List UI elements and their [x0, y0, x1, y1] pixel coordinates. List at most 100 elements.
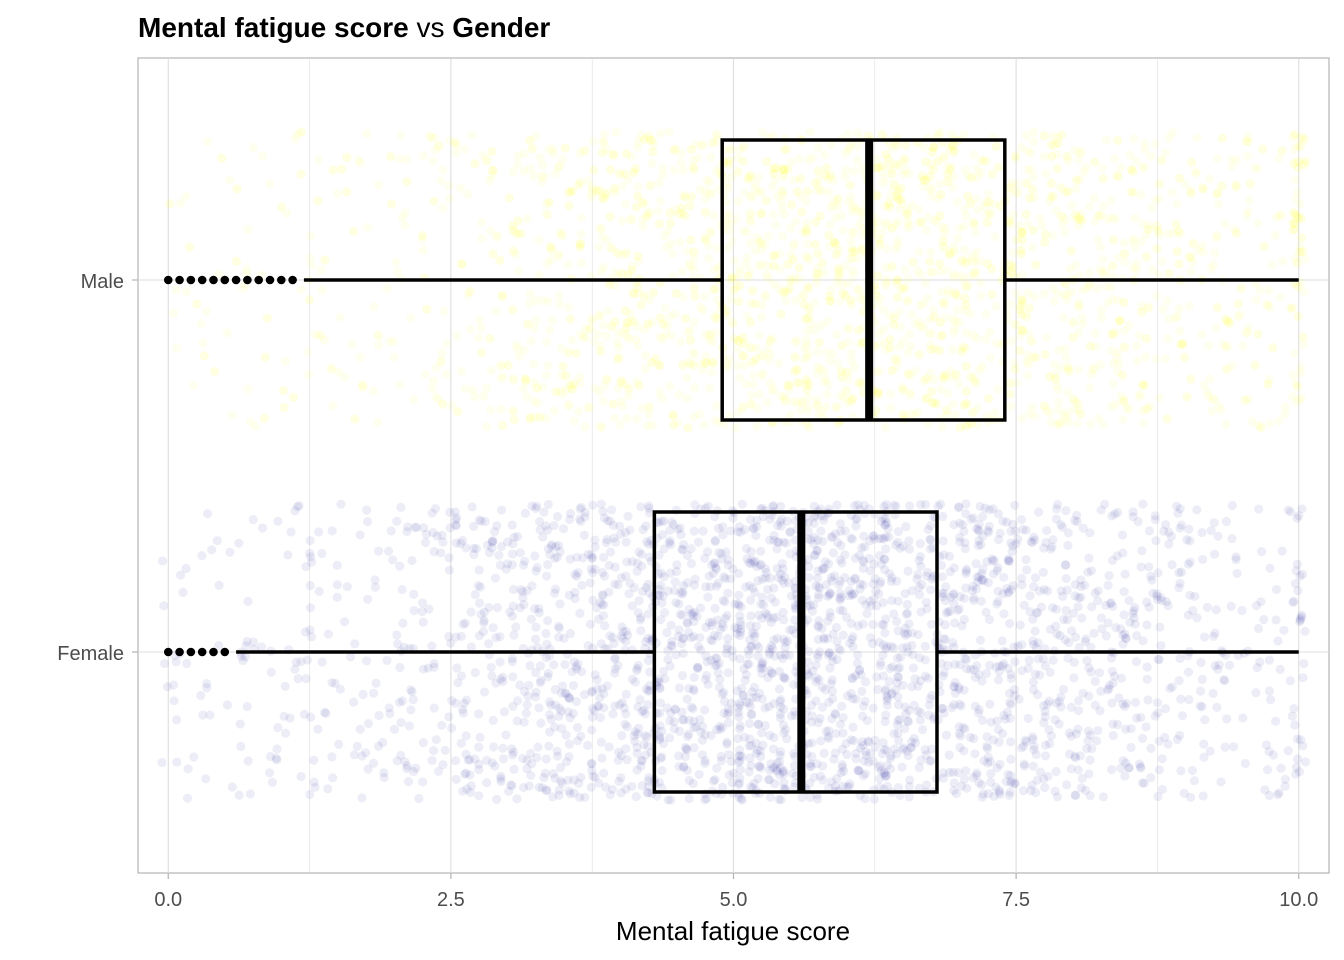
jitter-point	[1137, 778, 1148, 788]
jitter-point	[745, 701, 755, 712]
jitter-point	[961, 583, 971, 593]
jitter-point	[600, 621, 610, 631]
jitter-point	[868, 579, 878, 589]
jitter-point	[588, 136, 598, 146]
jitter-point	[903, 223, 913, 233]
jitter-point	[666, 539, 676, 550]
jitter-point	[1153, 568, 1163, 578]
jitter-point	[1005, 618, 1015, 629]
jitter-point	[819, 634, 829, 644]
jitter-point	[921, 750, 931, 760]
jitter-point	[967, 585, 977, 595]
jitter-point	[954, 604, 964, 614]
jitter-point	[469, 543, 479, 553]
jitter-point	[948, 590, 958, 600]
jitter-point	[266, 667, 276, 677]
jitter-point	[880, 767, 890, 778]
jitter-point	[1073, 705, 1084, 716]
jitter-point	[823, 650, 833, 660]
jitter-point	[880, 716, 890, 727]
jitter-point	[236, 651, 246, 661]
jitter-point	[1028, 172, 1038, 182]
jitter-point	[257, 523, 268, 533]
jitter-point	[903, 750, 913, 761]
jitter-point	[768, 613, 779, 623]
jitter-point	[1190, 591, 1200, 601]
jitter-point	[577, 258, 587, 268]
jitter-point	[598, 768, 609, 778]
jitter-point	[954, 722, 964, 732]
jitter-point	[887, 662, 898, 672]
jitter-point	[689, 607, 700, 617]
jitter-point	[984, 521, 994, 531]
jitter-point	[1052, 792, 1063, 802]
jitter-point	[1238, 341, 1248, 351]
jitter-point	[521, 708, 531, 718]
jitter-point	[842, 749, 852, 760]
jitter-point	[403, 776, 414, 787]
jitter-point	[1197, 241, 1207, 251]
jitter-point	[747, 709, 757, 719]
jitter-point	[746, 191, 757, 202]
jitter-point	[621, 689, 631, 699]
jitter-point	[1023, 359, 1033, 369]
jitter-point	[1099, 499, 1110, 509]
jitter-point	[436, 356, 446, 367]
jitter-point	[887, 595, 897, 606]
jitter-point	[1137, 307, 1147, 317]
jitter-point	[735, 616, 745, 627]
jitter-point	[1041, 168, 1051, 179]
jitter-point	[659, 666, 669, 676]
jitter-point	[1231, 552, 1241, 562]
jitter-point	[665, 381, 675, 391]
jitter-point	[616, 631, 626, 641]
jitter-point	[1163, 739, 1173, 749]
jitter-point	[779, 171, 789, 181]
jitter-point	[771, 612, 781, 622]
jitter-point	[1163, 334, 1173, 344]
jitter-point	[608, 520, 619, 530]
jitter-point	[700, 553, 710, 563]
jitter-point	[955, 742, 965, 753]
jitter-point	[1124, 320, 1134, 330]
jitter-point	[741, 670, 751, 680]
jitter-point	[954, 503, 964, 513]
jitter-point	[841, 165, 851, 175]
jitter-point	[1176, 766, 1186, 776]
jitter-point	[957, 621, 967, 631]
jitter-point	[779, 672, 789, 682]
jitter-point	[355, 530, 365, 540]
jitter-point	[880, 565, 890, 575]
jitter-point	[816, 321, 826, 331]
jitter-point	[1104, 570, 1114, 581]
jitter-point	[838, 630, 848, 640]
jitter-point	[882, 695, 892, 705]
jitter-point	[1118, 630, 1128, 640]
jitter-point	[1294, 767, 1305, 777]
jitter-point	[689, 317, 699, 327]
jitter-point	[787, 624, 797, 635]
jitter-point	[621, 709, 631, 719]
jitter-point	[636, 756, 647, 766]
jitter-point	[916, 755, 926, 765]
jitter-point	[607, 505, 617, 515]
jitter-point	[1175, 326, 1185, 336]
jitter-point	[762, 610, 773, 620]
jitter-point	[486, 366, 496, 376]
jitter-point	[475, 732, 485, 742]
jitter-point	[945, 567, 955, 577]
jitter-point	[772, 766, 782, 776]
jitter-point	[427, 508, 437, 518]
jitter-point	[743, 271, 753, 281]
jitter-point	[1175, 523, 1185, 533]
jitter-point	[1217, 133, 1227, 143]
jitter-point	[920, 499, 931, 510]
jitter-point	[1208, 259, 1219, 269]
jitter-point	[974, 704, 984, 715]
jitter-point	[542, 337, 552, 347]
jitter-point	[290, 664, 300, 674]
jitter-point	[765, 665, 775, 676]
jitter-point	[659, 516, 669, 526]
jitter-point	[811, 660, 821, 670]
jitter-point	[1117, 370, 1128, 380]
